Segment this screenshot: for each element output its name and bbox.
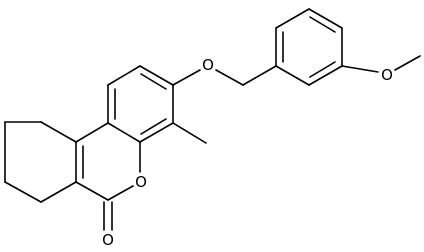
bond	[308, 8, 343, 29]
atom-label: O	[202, 56, 214, 74]
bond	[309, 16, 336, 33]
bond	[4, 181, 42, 203]
bond	[75, 181, 109, 201]
atom-label: O	[381, 66, 393, 84]
bond	[275, 8, 310, 29]
bond	[172, 122, 207, 144]
bond	[309, 61, 336, 78]
bond	[172, 69, 201, 86]
bond	[107, 185, 134, 201]
bonds	[4, 8, 421, 231]
bond	[275, 65, 310, 86]
bond	[341, 65, 379, 73]
bond	[107, 65, 141, 86]
bond	[107, 122, 141, 143]
bond	[75, 122, 109, 143]
bond	[140, 118, 167, 135]
atom-label: O	[102, 231, 114, 249]
bond	[308, 65, 343, 86]
bond	[140, 73, 167, 90]
bond	[40, 121, 77, 143]
bond	[139, 65, 174, 86]
bond	[40, 181, 77, 203]
bond	[394, 55, 421, 71]
bond	[139, 122, 174, 143]
bond	[215, 69, 244, 86]
bond	[242, 65, 277, 86]
atom-label: O	[135, 173, 147, 191]
